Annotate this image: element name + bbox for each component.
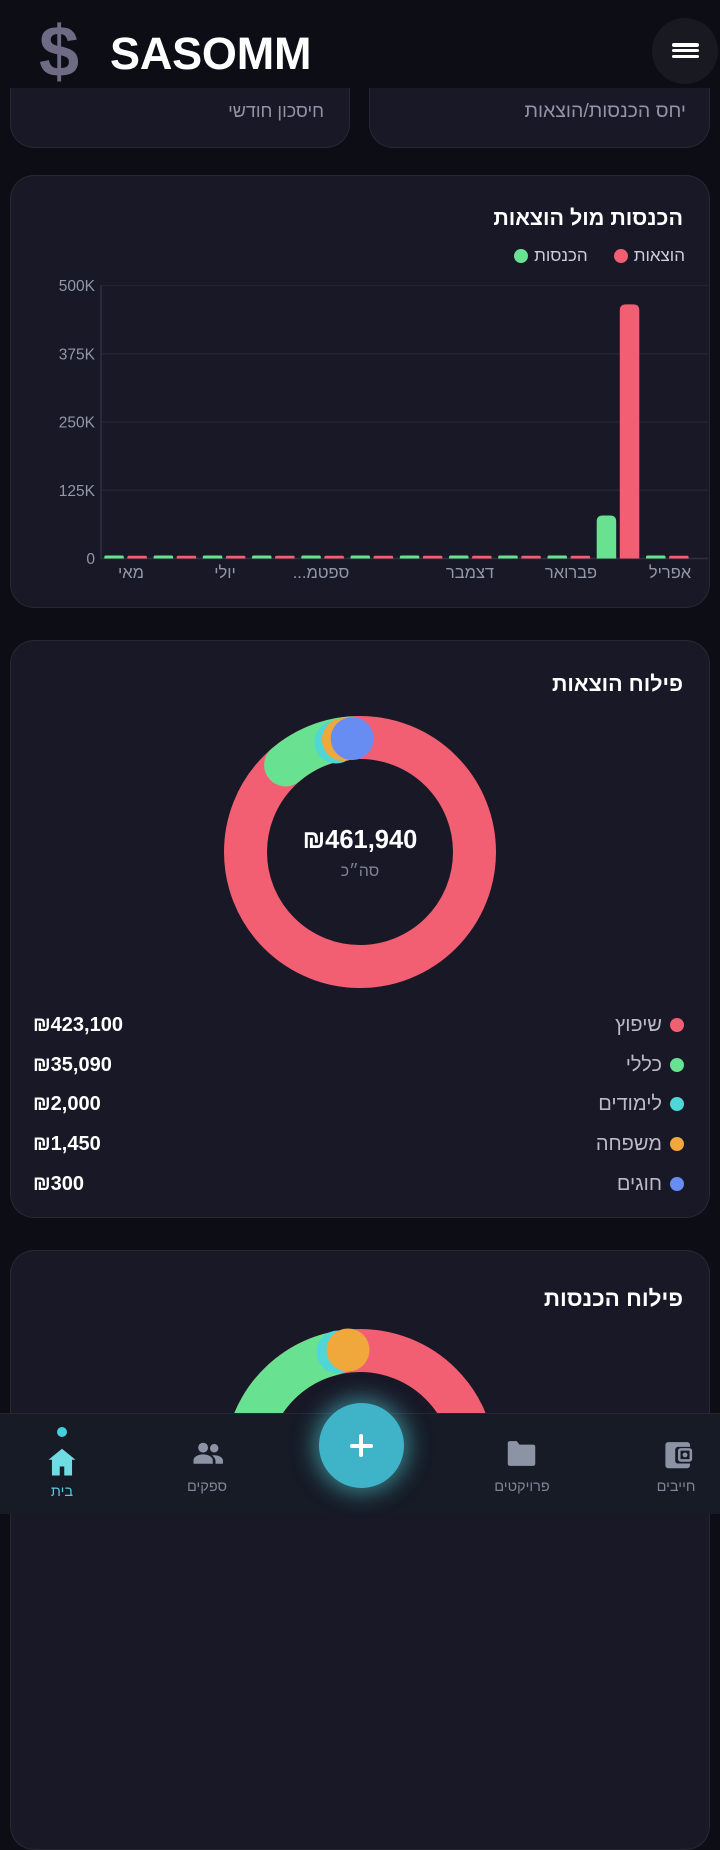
svg-text:פברואר: פברואר [545, 564, 597, 582]
svg-text:500K: 500K [59, 278, 96, 295]
svg-text:...ספטמ: ...ספטמ [293, 564, 350, 582]
svg-text:אפריל: אפריל [649, 564, 692, 582]
svg-text:125K: 125K [59, 483, 96, 500]
svg-text:מאי: מאי [118, 564, 144, 582]
svg-text:0: 0 [86, 551, 95, 568]
svg-text:250K: 250K [59, 415, 96, 432]
svg-text:375K: 375K [59, 346, 96, 363]
svg-text:יולי: יולי [214, 564, 236, 582]
svg-text:דצמבר: דצמבר [446, 564, 494, 582]
